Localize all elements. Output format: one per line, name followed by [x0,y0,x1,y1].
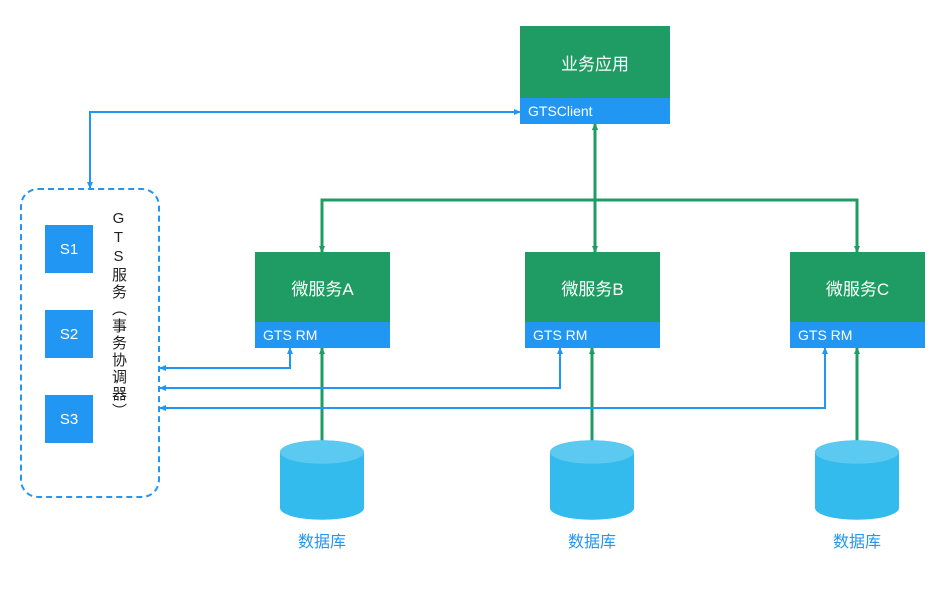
service-a-box: 微服务A [255,252,390,322]
db-c-label: 数据库 [817,528,897,552]
coordinator-step-s3: S3 [45,395,93,443]
app-sub-box: GTSClient [520,98,670,124]
service-b-box: 微服务B [525,252,660,322]
service-c-sub-label: GTS RM [798,327,852,343]
service-c-box: 微服务C [790,252,925,322]
service-a-sub-label: GTS RM [263,327,317,343]
app-box: 业务应用 [520,26,670,98]
app-sub-label: GTSClient [528,103,593,119]
service-b-sub-label: GTS RM [533,327,587,343]
coordinator-step-s1: S1 [45,225,93,273]
service-c-title: 微服务C [826,275,889,300]
coordinator-step-s2: S2 [45,310,93,358]
db-b-label: 数据库 [552,528,632,552]
service-b-sub: GTS RM [525,322,660,348]
service-a-sub: GTS RM [255,322,390,348]
service-a-title: 微服务A [291,275,353,300]
coordinator-title: GTS服务（事务协调器） [108,210,129,420]
app-title: 业务应用 [561,50,629,75]
service-c-sub: GTS RM [790,322,925,348]
service-b-title: 微服务B [561,275,623,300]
db-a-label: 数据库 [282,528,362,552]
